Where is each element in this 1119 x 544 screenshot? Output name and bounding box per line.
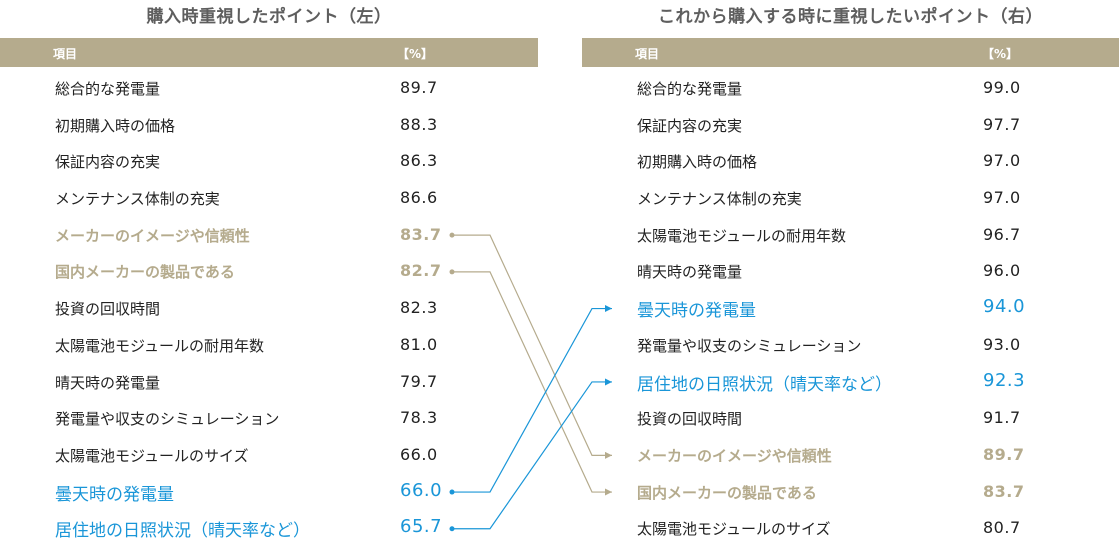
left-row-label: 居住地の日照状況（晴天率など） [55,521,310,542]
left-row-label: 太陽電池モジュールの耐用年数 [55,336,264,355]
right-row-label: 晴天時の発電量 [637,263,743,282]
left-row-value: 86.6 [400,188,438,208]
left-row-label: メンテナンス体制の充実 [55,190,220,209]
right-row-value: 83.7 [983,481,1025,501]
right-header-item: 項目 [635,47,660,61]
left-row-label: 保証内容の充実 [55,153,161,172]
right-row-value: 96.0 [983,261,1021,281]
left-table-row: 保証内容の充実 86.3 [0,140,538,177]
left-row-label: 晴天時の発電量 [55,373,161,392]
right-table-row: 総合的な発電量 99.0 [582,67,1119,104]
right-row-value: 99.0 [983,78,1021,97]
right-table-row: 曇天時の発電量 94.0 [582,287,1119,324]
left-ranking-table: 項目 【%】 総合的な発電量 89.7 初期購入時の価格 88.3 保証内容の充実 86.… [0,38,538,544]
left-row-label: 初期購入時の価格 [55,116,176,135]
right-row-label: 保証内容の充実 [637,116,743,135]
left-table-row: 太陽電池モジュールの耐用年数 81.0 [0,324,538,361]
right-table-row: メーカーのイメージや信頼性 89.7 [582,434,1119,471]
left-header-item: 項目 [53,47,78,61]
left-table-row: 国内メーカーの製品である 82.7 [0,250,538,287]
right-row-value: 97.0 [983,151,1021,171]
right-table-title: これから購入する時に重視したいポイント（右） [658,7,1043,27]
right-row-label: 太陽電池モジュールのサイズ [637,520,831,539]
right-row-label: 発電量や収支のシミュレーション [637,336,862,355]
left-table-row: 発電量や収支のシミュレーション 78.3 [0,397,538,434]
left-row-value: 78.3 [400,408,438,428]
right-table-row: 太陽電池モジュールの耐用年数 96.7 [582,214,1119,251]
left-table-row: 投資の回収時間 82.3 [0,287,538,324]
left-table-row: 曇天時の発電量 66.0 [0,471,538,508]
right-row-value: 92.3 [983,369,1026,391]
left-row-value: 88.3 [400,114,438,134]
right-row-label: 投資の回収時間 [637,410,743,429]
left-table-row: 初期購入時の価格 88.3 [0,104,538,141]
right-table-row: 国内メーカーの製品である 83.7 [582,471,1119,508]
left-row-label: 投資の回収時間 [55,300,161,319]
left-row-value: 66.0 [400,479,443,501]
right-row-value: 80.7 [983,518,1021,538]
left-table-row: 晴天時の発電量 79.7 [0,361,538,398]
right-row-value: 96.7 [983,224,1021,244]
right-row-label: メーカーのイメージや信頼性 [637,446,832,465]
left-table-title: 購入時重視したポイント（左） [146,7,392,27]
left-row-label: 国内メーカーの製品である [55,263,235,282]
left-row-value: 83.7 [400,224,442,244]
right-table-row: 発電量や収支のシミュレーション 93.0 [582,324,1119,361]
left-table-row: 太陽電池モジュールのサイズ 66.0 [0,434,538,471]
right-row-label: 曇天時の発電量 [637,301,756,322]
left-row-value: 89.7 [400,78,438,97]
left-row-value: 79.7 [400,371,438,391]
right-ranking-table: 項目 【%】 総合的な発電量 99.0 保証内容の充実 97.7 初期購入時の価格 97.… [582,38,1119,544]
right-table-row: 保証内容の充実 97.7 [582,104,1119,141]
left-row-value: 86.3 [400,151,438,171]
right-table-row: メンテナンス体制の充実 97.0 [582,177,1119,214]
right-row-label: 居住地の日照状況（晴天率など） [637,374,892,395]
right-row-value: 94.0 [983,296,1026,318]
left-table-row: メーカーのイメージや信頼性 83.7 [0,214,538,251]
right-row-label: 初期購入時の価格 [637,153,758,172]
left-row-label: 曇天時の発電量 [55,484,174,505]
right-table-row: 初期購入時の価格 97.0 [582,140,1119,177]
left-row-value: 66.0 [400,444,438,464]
right-row-value: 97.7 [983,114,1021,134]
left-row-label: 太陽電池モジュールのサイズ [55,446,249,465]
left-table-row: 居住地の日照状況（晴天率など） 65.7 [0,507,538,544]
left-row-value: 81.0 [400,334,438,354]
right-row-label: 総合的な発電量 [637,80,743,98]
left-header-unit: 【%】 [397,47,434,61]
left-table-row: 総合的な発電量 89.7 [0,67,538,104]
right-row-value: 89.7 [983,444,1025,464]
right-row-value: 91.7 [983,408,1021,428]
left-row-value: 82.3 [400,298,438,318]
right-header-unit: 【%】 [982,47,1019,61]
right-row-label: メンテナンス体制の充実 [637,190,802,209]
left-table-row: メンテナンス体制の充実 86.6 [0,177,538,214]
left-row-value: 65.7 [400,516,443,538]
left-row-label: メーカーのイメージや信頼性 [55,226,250,245]
left-row-label: 発電量や収支のシミュレーション [55,410,280,429]
right-table-row: 居住地の日照状況（晴天率など） 92.3 [582,361,1119,398]
right-row-value: 97.0 [983,188,1021,208]
right-row-value: 93.0 [983,334,1021,354]
left-table-header: 項目 【%】 [0,38,538,67]
right-table-row: 晴天時の発電量 96.0 [582,250,1119,287]
left-table-body: 総合的な発電量 89.7 初期購入時の価格 88.3 保証内容の充実 86.3 メンテナンス… [0,67,538,544]
right-row-label: 国内メーカーの製品である [637,483,817,502]
right-table-header: 項目 【%】 [582,38,1119,67]
right-table-row: 太陽電池モジュールのサイズ 80.7 [582,507,1119,544]
left-row-value: 82.7 [400,261,442,281]
right-row-label: 太陽電池モジュールの耐用年数 [637,226,846,245]
right-table-body: 総合的な発電量 99.0 保証内容の充実 97.7 初期購入時の価格 97.0 メンテナンス… [582,67,1119,544]
right-table-row: 投資の回収時間 91.7 [582,397,1119,434]
left-row-label: 総合的な発電量 [55,80,161,98]
